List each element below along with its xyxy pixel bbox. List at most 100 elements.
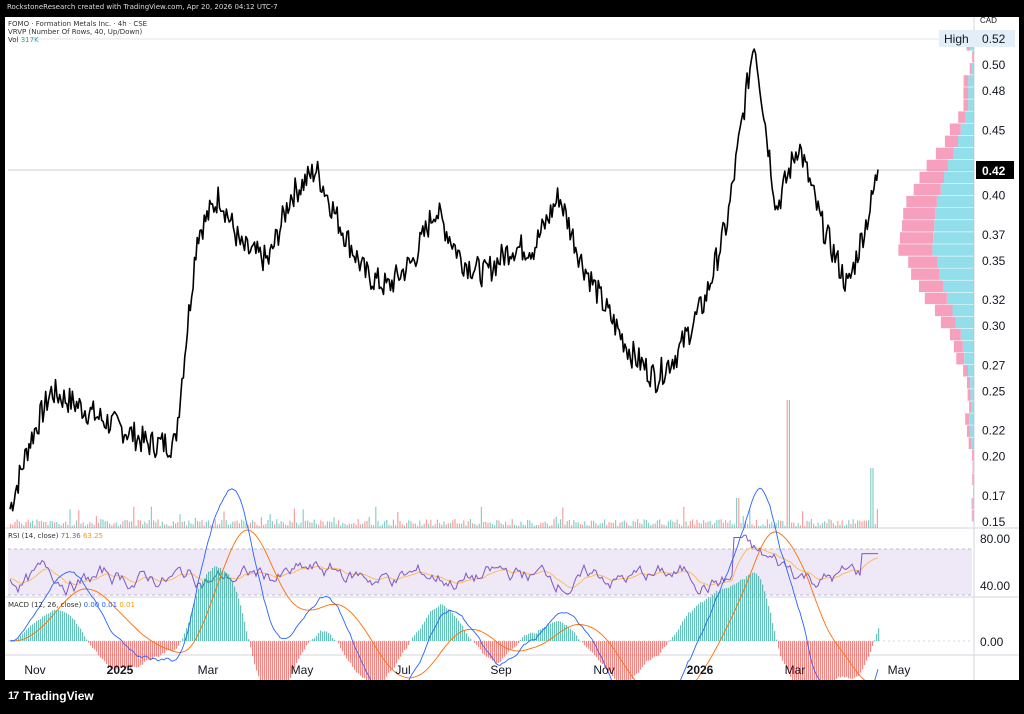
volume-bar — [478, 523, 480, 528]
macd-hist-bar — [482, 641, 484, 654]
volume-bar — [146, 523, 148, 528]
macd-hist-bar — [322, 631, 324, 641]
volume-bar — [109, 523, 111, 528]
macd-hist-bar — [76, 623, 78, 641]
volume-bar — [14, 521, 16, 528]
volume-bar — [71, 525, 73, 528]
vrvp-row-down — [953, 340, 963, 353]
volume-bar — [441, 524, 443, 528]
volume-bar — [241, 519, 243, 528]
price-axis[interactable]: 0.52 0.50 0.48 0.45 0.42 0.40 0.37 0.35 0.32 0.30… — [982, 32, 1006, 529]
macd-hist-bar — [114, 641, 116, 670]
macd-hist-bar — [548, 624, 550, 641]
macd-hist-bar — [26, 629, 28, 641]
macd-hist-bar — [408, 641, 410, 645]
volume-bar — [780, 520, 782, 528]
macd-hist-bar — [494, 641, 496, 662]
macd-hist-bar — [588, 641, 590, 649]
macd-hist-bar — [676, 632, 678, 641]
volume-bar — [562, 507, 564, 528]
legend-vrvp[interactable]: VRVP (Number Of Rows, 40, Up/Down) — [8, 28, 143, 36]
macd-hist-bar — [808, 641, 810, 708]
legend-macd[interactable]: MACD (12, 26, close) 0.00 0.01 0.01 — [8, 601, 135, 609]
volume-label: Vol — [8, 36, 19, 44]
legend-symbol[interactable]: FOMO · Formation Metals Inc. · 4h · CSE — [8, 20, 148, 28]
volume-bar — [694, 524, 696, 528]
vrvp-row-up — [972, 51, 974, 63]
legend-rsi[interactable]: RSI (14, close) 71.36 63.25 — [8, 532, 103, 540]
macd-hist-bar — [682, 621, 684, 641]
volume-bar — [135, 525, 137, 528]
macd-hist-bar — [768, 606, 770, 641]
vrvp-row-down — [972, 461, 974, 474]
macd-hist-bar — [786, 641, 788, 669]
volume-bar — [210, 524, 212, 528]
macd-hist-bar — [318, 633, 320, 641]
volume-bar — [179, 514, 181, 528]
volume-bar — [214, 519, 216, 528]
macd-hist-bar — [232, 581, 234, 641]
macd-hist-bar — [506, 641, 508, 655]
macd-hist-bar — [224, 571, 226, 641]
macd-hist-bar — [366, 641, 368, 681]
macd-hist-bar — [448, 609, 450, 641]
macd-hist-bar — [810, 641, 812, 712]
macd-hist-bar — [70, 615, 72, 641]
volume-bar — [824, 521, 826, 528]
macd-hist-bar — [38, 619, 40, 641]
volume-bar — [311, 522, 313, 528]
price-tick-label: 0.50 — [982, 58, 1006, 72]
volume-bar — [291, 522, 293, 528]
volume-bar — [40, 520, 42, 528]
volume-bar — [98, 522, 100, 528]
macd-hist-bar — [688, 612, 690, 641]
volume-bar — [408, 520, 410, 528]
macd-hist-bar — [294, 641, 296, 669]
volume-bar — [23, 525, 25, 528]
macd-hist-bar — [686, 615, 688, 641]
volume-bar — [645, 519, 647, 528]
macd-hist-bar — [732, 585, 734, 641]
macd-hist-bar — [284, 641, 286, 689]
macd-hist-bar — [752, 572, 754, 641]
time-tick-label: Nov — [593, 663, 614, 677]
macd-hist-bar — [834, 641, 836, 683]
volume-bar — [828, 519, 830, 528]
volume-bar — [414, 523, 416, 528]
macd-hist-bar — [368, 641, 370, 681]
macd-value: 0.01 — [101, 601, 118, 609]
volume-bar — [663, 524, 665, 528]
volume-bar — [359, 524, 361, 528]
macd-hist-bar — [402, 641, 404, 653]
macd-hist-bar — [634, 641, 636, 676]
volume-bar — [84, 525, 86, 528]
tradingview-logo[interactable]: 17 TradingView — [8, 689, 94, 703]
macd-hist-bar — [798, 641, 800, 691]
volume-bar — [113, 523, 115, 528]
volume-bar — [82, 522, 84, 528]
macd-hist-bar — [776, 639, 778, 641]
macd-hist-bar — [80, 628, 82, 641]
volume-bar — [784, 525, 786, 528]
signal-value: 0.01 — [119, 601, 135, 609]
currency-label: CAD — [980, 16, 997, 25]
volume-bar — [711, 524, 713, 528]
price-series-line[interactable] — [9, 48, 879, 512]
macd-hist-bar — [300, 641, 302, 656]
legend-volume[interactable]: Vol 317K — [8, 36, 39, 44]
volume-bar — [542, 522, 544, 528]
time-axis[interactable]: Nov 2025 Mar May Jul Sep Nov 2026 Mar May — [24, 663, 910, 677]
volume-bar — [346, 525, 348, 528]
volume-bar — [760, 525, 762, 528]
volume-bar — [619, 522, 621, 528]
volume-bar — [566, 521, 568, 528]
vrvp-row-down — [919, 171, 944, 184]
volume-bar — [861, 521, 863, 528]
volume-bar — [577, 522, 579, 528]
macd-hist-bar — [256, 641, 258, 671]
vrvp-row-down — [972, 449, 973, 461]
macd-hist-bar — [434, 609, 436, 641]
macd-hist-bar — [56, 610, 58, 641]
volume-bar — [428, 523, 430, 528]
